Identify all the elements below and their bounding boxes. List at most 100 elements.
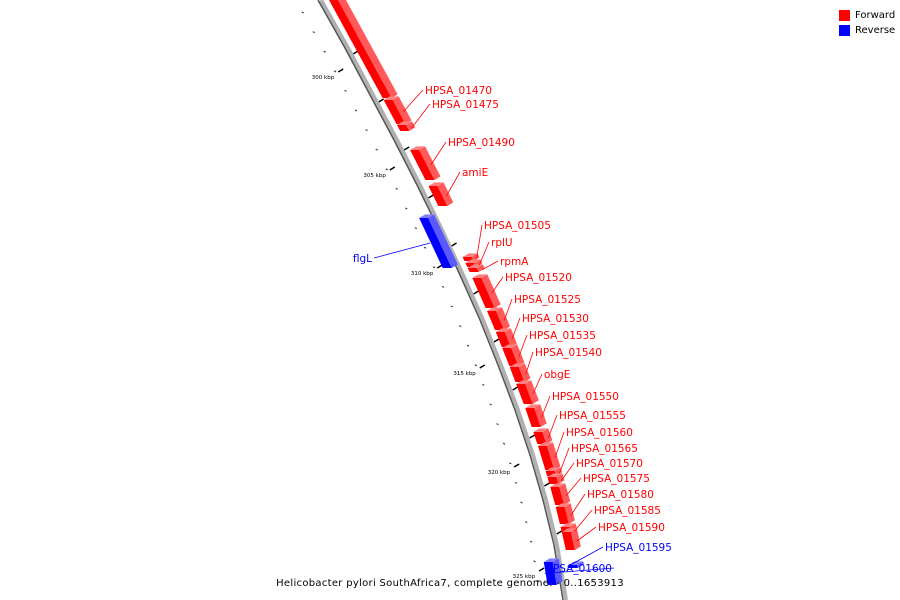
gene-top-face bbox=[383, 96, 399, 100]
gene-HPSA_01490 bbox=[410, 146, 441, 180]
minor-tick bbox=[502, 442, 506, 445]
gene-side-face bbox=[552, 558, 563, 585]
gene-leader-line bbox=[446, 171, 461, 197]
gene-label: HPSA_01520 bbox=[505, 272, 572, 284]
gene-side-face bbox=[406, 121, 416, 131]
gene-side-face bbox=[511, 344, 525, 366]
gene-side-face bbox=[534, 404, 547, 427]
gene-HPSA_01475 bbox=[397, 121, 416, 131]
gene-leader-line bbox=[547, 414, 558, 439]
minor-tick bbox=[489, 403, 493, 406]
gene-top-face bbox=[397, 121, 412, 125]
gene-leader-line bbox=[525, 351, 534, 375]
gene-side-face bbox=[564, 503, 575, 524]
gene-label: HPSA_01490 bbox=[448, 137, 515, 149]
gene-front-face bbox=[561, 532, 575, 550]
gene-front-face bbox=[538, 446, 555, 470]
gene-HPSA_01590 bbox=[561, 528, 581, 550]
gene-amiE bbox=[428, 182, 454, 206]
gene-leader-line bbox=[402, 89, 424, 113]
gene-HPSA_01520 bbox=[472, 274, 501, 308]
gene-top-face bbox=[555, 503, 571, 507]
minor-tick bbox=[354, 109, 358, 112]
legend-reverse: Reverse bbox=[839, 23, 895, 38]
gene-label: HPSA_01535 bbox=[529, 330, 596, 342]
gene-front-face bbox=[525, 408, 541, 427]
gene-top-face bbox=[560, 523, 576, 527]
gene-label: HPSA_01565 bbox=[571, 443, 638, 455]
minor-tick bbox=[525, 521, 528, 524]
gene-leader-line bbox=[476, 224, 483, 260]
gene-leader-line bbox=[518, 334, 528, 358]
gene-top-face bbox=[550, 483, 566, 487]
legend: Forward Reverse bbox=[839, 8, 895, 38]
gene-side-face bbox=[547, 442, 561, 470]
gene-HPSA_01550 bbox=[525, 404, 547, 427]
gene-label: HPSA_01555 bbox=[559, 410, 626, 422]
gene-HPSA_01470 bbox=[383, 96, 412, 124]
gene-front-face bbox=[516, 384, 533, 404]
gene-front-face bbox=[509, 367, 525, 382]
gene-front-face bbox=[419, 218, 452, 268]
gene-front-face bbox=[550, 487, 565, 505]
gene-leader-line bbox=[532, 373, 543, 395]
gene-label: HPSA_01530 bbox=[522, 313, 589, 325]
minor-tick bbox=[514, 481, 518, 484]
minor-tick bbox=[432, 266, 436, 269]
gene-leader-line bbox=[373, 242, 431, 259]
gene-leader-line bbox=[567, 546, 604, 567]
gene-top-face bbox=[487, 307, 502, 311]
gene-side-face bbox=[542, 428, 553, 444]
gene-HPSA_01540 bbox=[509, 363, 531, 382]
gene-label: HPSA_01540 bbox=[535, 347, 602, 359]
scale-tick bbox=[479, 364, 486, 369]
major-tick-right bbox=[493, 338, 500, 343]
gene-top-face bbox=[509, 363, 525, 367]
minor-tick bbox=[414, 227, 418, 230]
minor-tick bbox=[385, 168, 388, 171]
minor-tick bbox=[312, 31, 316, 34]
minor-tick bbox=[301, 11, 305, 14]
gene-HPSA_01530 bbox=[495, 328, 517, 347]
gene-top-face bbox=[462, 253, 478, 257]
major-tick-right bbox=[512, 386, 519, 391]
gene-front-face bbox=[547, 477, 559, 484]
reverse-swatch bbox=[839, 25, 850, 36]
scale-tick bbox=[436, 264, 443, 269]
gene-labels: HPSA_01470 HPSA_01475 HPSA_01490 amiE flgL HP… bbox=[353, 85, 672, 575]
scale-tick-label: 315 kbp bbox=[453, 371, 476, 377]
scale-labels: 300 kbp 305 kbp 310 kbp 315 kbp 320 kbp 325 k… bbox=[312, 75, 536, 580]
gene-front-face bbox=[487, 311, 504, 330]
minor-tick bbox=[508, 462, 512, 465]
gene-leader-line bbox=[544, 567, 615, 574]
gene-leader-line bbox=[481, 260, 499, 271]
gene-leader-line bbox=[565, 477, 582, 497]
gene-leader-line bbox=[430, 141, 447, 166]
minor-tick bbox=[365, 129, 368, 132]
major-tick-right bbox=[543, 482, 550, 487]
gene-front-face bbox=[467, 268, 479, 272]
gene-side-face bbox=[525, 380, 539, 404]
gene-top-face bbox=[502, 344, 518, 348]
gene-side-face bbox=[392, 96, 412, 124]
gene-top-face bbox=[543, 558, 559, 562]
gene-top-face bbox=[525, 404, 541, 408]
gene-label: HPSA_01580 bbox=[587, 489, 654, 501]
gene-leader-line bbox=[411, 103, 431, 129]
minor-tick bbox=[395, 187, 398, 190]
minor-tick bbox=[496, 423, 499, 426]
gene-top-face bbox=[465, 259, 481, 263]
gene-side-face bbox=[338, 0, 398, 98]
gene-top-face bbox=[538, 442, 553, 446]
gene-label: flgL bbox=[353, 253, 372, 265]
gene-HPSA_01570 bbox=[547, 473, 565, 484]
gene-side-face bbox=[556, 473, 565, 484]
minor-tick bbox=[520, 501, 523, 504]
tick-marks bbox=[301, 11, 563, 582]
scale-tick-label: 320 kbp bbox=[488, 470, 511, 476]
gene-front-face bbox=[472, 278, 495, 308]
major-tick-right bbox=[556, 530, 563, 535]
gene-leader-line bbox=[541, 395, 551, 418]
minor-tick bbox=[344, 89, 347, 92]
gene-label: HPSA_01590 bbox=[598, 522, 665, 534]
